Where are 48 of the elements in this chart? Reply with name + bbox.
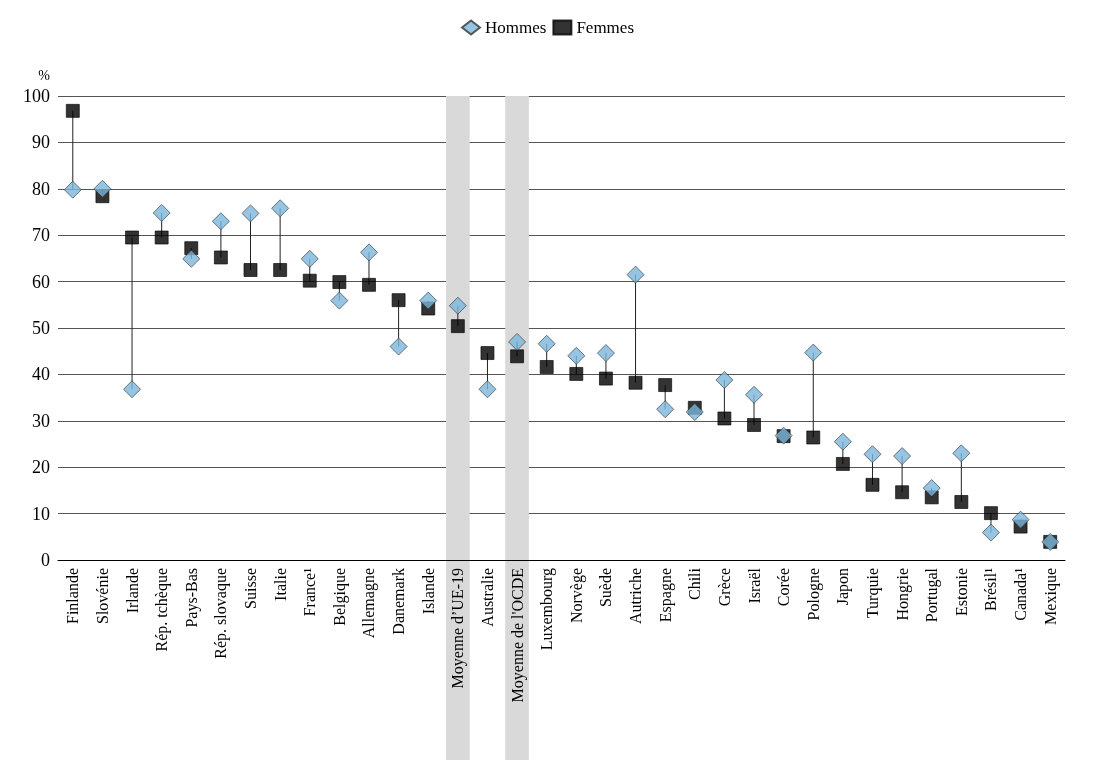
x-tick-label: Mexique xyxy=(1041,568,1060,625)
x-tick-label: Pays-Bas xyxy=(182,568,201,628)
x-tick-label: Suisse xyxy=(242,568,260,609)
x-tick-label: Estonie xyxy=(952,568,970,616)
x-tick-label: Italie xyxy=(271,568,289,601)
x-tick-label: Brésil¹ xyxy=(982,567,1000,612)
x-tick-label: Australie xyxy=(478,568,496,627)
x-tick-label: Rép. slovaque xyxy=(212,568,231,659)
x-tick-label: Espagne xyxy=(656,568,675,623)
x-tick-label: Irlande xyxy=(123,568,141,614)
x-tick-label: France¹ xyxy=(301,567,319,617)
legend-label: Hommes xyxy=(485,18,547,37)
y-tick-label: 10 xyxy=(32,503,50,524)
y-tick-label: 30 xyxy=(32,410,50,431)
x-tick-label: Canada¹ xyxy=(1012,567,1030,621)
y-tick-label: 60 xyxy=(32,271,50,292)
x-tick-label: Moyenne d’UE-19 xyxy=(449,568,468,689)
x-tick-label: Finlande xyxy=(64,568,82,624)
x-tick-label: Moyenne de l'OCDE xyxy=(508,568,527,703)
y-tick-label: 80 xyxy=(32,178,50,199)
x-tick-label: Pologne xyxy=(804,568,823,621)
x-tick-label: Allemagne xyxy=(360,568,379,639)
x-tick-label: Luxembourg xyxy=(538,568,557,651)
y-tick-label: 70 xyxy=(32,225,50,246)
x-tick-label: Hongrie xyxy=(893,568,912,621)
x-tick-label: Danemark xyxy=(390,568,408,635)
x-tick-label: Grèce xyxy=(715,568,733,607)
x-tick-label: Autriche xyxy=(627,568,645,624)
y-tick-label: 90 xyxy=(32,132,50,153)
x-tick-label: Belgique xyxy=(330,568,349,626)
x-tick-label: Suède xyxy=(597,568,615,608)
x-tick-label: Japon xyxy=(834,568,853,606)
x-tick-label: Rép. tchèque xyxy=(153,568,172,652)
x-tick-label: Corée xyxy=(775,568,793,607)
y-tick-label: 20 xyxy=(32,457,50,478)
x-tick-label: Slovénie xyxy=(93,568,111,624)
y-tick-label: 0 xyxy=(41,550,50,570)
y-tick-label: 40 xyxy=(32,364,50,385)
legend-label: Femmes xyxy=(576,18,634,37)
y-tick-label: 100 xyxy=(23,86,50,106)
x-tick-label: Chili xyxy=(686,567,704,601)
x-tick-label: Norvège xyxy=(567,568,586,624)
y-tick-label: 50 xyxy=(32,318,50,338)
x-tick-label: Turquie xyxy=(863,568,882,619)
x-tick-label: Israël xyxy=(745,567,763,604)
y-axis-title: % xyxy=(38,67,51,83)
x-tick-label: Portugal xyxy=(923,567,942,623)
x-tick-label: Islande xyxy=(419,568,437,615)
